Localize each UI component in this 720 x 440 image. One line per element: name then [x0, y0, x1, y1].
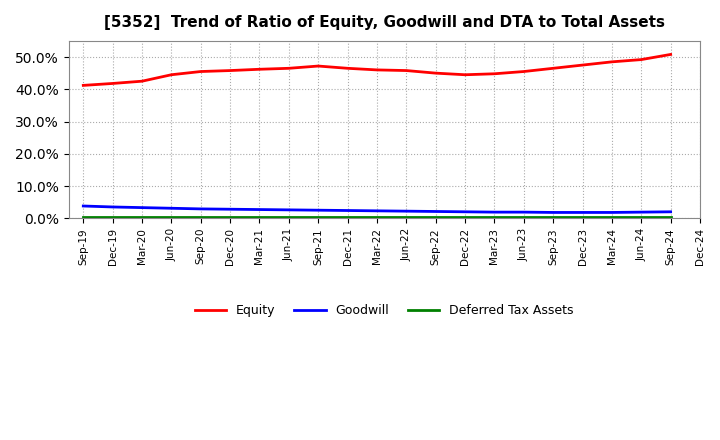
Goodwill	[608, 210, 616, 215]
Goodwill	[578, 210, 587, 215]
Deferred Tax Assets	[402, 214, 410, 220]
Equity	[343, 66, 352, 71]
Deferred Tax Assets	[637, 214, 646, 220]
Legend: Equity, Goodwill, Deferred Tax Assets: Equity, Goodwill, Deferred Tax Assets	[190, 299, 579, 322]
Deferred Tax Assets	[519, 214, 528, 220]
Equity	[255, 66, 264, 72]
Equity	[284, 66, 293, 71]
Goodwill	[255, 207, 264, 212]
Goodwill	[519, 209, 528, 215]
Equity	[608, 59, 616, 65]
Deferred Tax Assets	[255, 214, 264, 220]
Goodwill	[637, 209, 646, 215]
Deferred Tax Assets	[314, 214, 323, 220]
Deferred Tax Assets	[490, 214, 499, 220]
Goodwill	[284, 207, 293, 213]
Goodwill	[343, 208, 352, 213]
Equity	[226, 68, 235, 73]
Goodwill	[666, 209, 675, 214]
Deferred Tax Assets	[167, 214, 176, 220]
Goodwill	[461, 209, 469, 214]
Deferred Tax Assets	[578, 214, 587, 220]
Equity	[402, 68, 410, 73]
Equity	[490, 71, 499, 77]
Equity	[461, 72, 469, 77]
Equity	[167, 72, 176, 77]
Equity	[197, 69, 205, 74]
Equity	[138, 79, 146, 84]
Deferred Tax Assets	[79, 214, 88, 220]
Equity	[314, 63, 323, 69]
Equity	[431, 70, 440, 76]
Goodwill	[314, 208, 323, 213]
Line: Goodwill: Goodwill	[84, 206, 670, 213]
Deferred Tax Assets	[666, 214, 675, 220]
Deferred Tax Assets	[226, 214, 235, 220]
Deferred Tax Assets	[549, 214, 557, 220]
Deferred Tax Assets	[197, 214, 205, 220]
Deferred Tax Assets	[138, 214, 146, 220]
Goodwill	[549, 210, 557, 215]
Goodwill	[373, 208, 382, 213]
Equity	[519, 69, 528, 74]
Equity	[373, 67, 382, 73]
Goodwill	[226, 207, 235, 212]
Equity	[666, 52, 675, 57]
Goodwill	[431, 209, 440, 214]
Goodwill	[490, 209, 499, 215]
Deferred Tax Assets	[108, 214, 117, 220]
Goodwill	[402, 209, 410, 214]
Equity	[108, 81, 117, 86]
Equity	[79, 83, 88, 88]
Goodwill	[197, 206, 205, 212]
Goodwill	[108, 204, 117, 209]
Goodwill	[138, 205, 146, 210]
Deferred Tax Assets	[343, 214, 352, 220]
Line: Equity: Equity	[84, 55, 670, 85]
Title: [5352]  Trend of Ratio of Equity, Goodwill and DTA to Total Assets: [5352] Trend of Ratio of Equity, Goodwil…	[104, 15, 665, 30]
Equity	[549, 66, 557, 71]
Deferred Tax Assets	[431, 214, 440, 220]
Goodwill	[167, 205, 176, 211]
Deferred Tax Assets	[608, 214, 616, 220]
Deferred Tax Assets	[284, 214, 293, 220]
Deferred Tax Assets	[461, 214, 469, 220]
Equity	[637, 57, 646, 62]
Goodwill	[79, 203, 88, 209]
Deferred Tax Assets	[373, 214, 382, 220]
Equity	[578, 62, 587, 68]
